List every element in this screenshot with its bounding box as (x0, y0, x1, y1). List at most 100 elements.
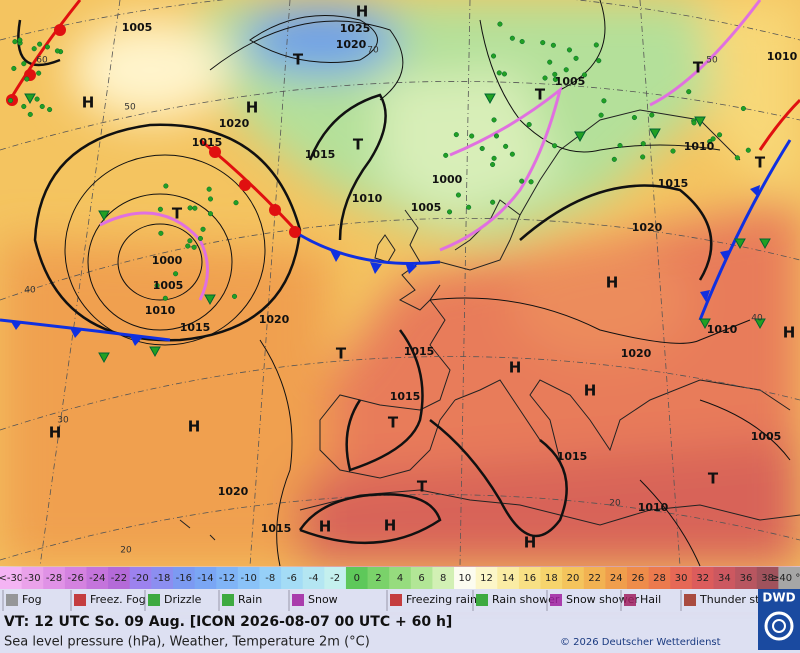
rain-dot (233, 200, 239, 206)
scale-cell (151, 567, 174, 589)
rain-dot (7, 97, 14, 104)
rain-dot (593, 42, 599, 48)
rain-dot (466, 204, 472, 210)
isobar-label: 1010 (707, 323, 738, 336)
scale-label: 14 (502, 573, 515, 584)
rain-dot (519, 39, 525, 45)
shower-symbol (574, 131, 586, 143)
scale-label: 16 (523, 573, 536, 584)
scale-cell (713, 567, 736, 589)
rain-dot (649, 112, 655, 118)
isobar-label: 1000 (432, 173, 463, 186)
scale-label: -2 (330, 573, 340, 584)
legend-icon (624, 594, 636, 606)
pressure-center: T (336, 345, 347, 363)
scale-label: 26 (631, 573, 644, 584)
rain-dot (11, 65, 17, 72)
rain-dot (493, 133, 500, 139)
graticule-label: 50 (706, 56, 718, 66)
pressure-center: T (693, 59, 704, 77)
scale-cell (432, 567, 455, 589)
scale-label: -24 (89, 573, 105, 584)
rain-dot (573, 55, 579, 61)
pressure-center: T (755, 154, 766, 172)
legend-icon (476, 594, 488, 606)
scale-cell (648, 567, 671, 589)
pressure-center: H (584, 382, 597, 400)
rain-dot (27, 111, 33, 117)
graticule-label: 40 (751, 314, 763, 324)
scale-label: -28 (46, 573, 62, 584)
isobar-label: 1015 (261, 522, 292, 535)
scale-label: ≥40 °C (771, 573, 800, 584)
rain-dot (207, 211, 214, 217)
rain-dot (490, 161, 496, 168)
isobar-label: 1020 (336, 38, 367, 51)
scale-label: 20 (567, 573, 580, 584)
isobar-label: 1015 (557, 450, 588, 463)
rain-dot (479, 145, 485, 152)
legend-label: Drizzle (164, 593, 202, 606)
rain-dot (44, 44, 50, 50)
shower-symbol (204, 294, 216, 306)
rain-dot (611, 156, 617, 162)
graticule-label: 40 (24, 286, 36, 296)
rain-dot (31, 46, 37, 52)
shower-symbol (98, 352, 110, 364)
legend-icon (74, 594, 86, 606)
rain-dot (187, 205, 193, 211)
scale-label: 30 (675, 573, 688, 584)
pressure-center: H (188, 418, 201, 436)
pressure-center: H (82, 94, 95, 112)
rain-dot (686, 89, 692, 95)
weather-legend: Fog Freez. Fog Drizzle Rain Snow Freezing rai… (0, 589, 800, 612)
scale-label: 18 (545, 573, 558, 584)
rain-dot (24, 76, 30, 82)
rain-dot (710, 136, 716, 142)
scale-cell (518, 567, 542, 589)
scale-cell (194, 567, 217, 589)
rain-dot (197, 235, 203, 242)
rain-dot (187, 238, 193, 244)
isobar-label: 1015 (305, 148, 336, 161)
rain-dot (552, 143, 558, 149)
scale-cell (281, 567, 304, 589)
rain-dot (552, 71, 558, 77)
legend-icon (390, 594, 402, 606)
scale-label: 6 (418, 573, 424, 584)
rain-dot (509, 35, 515, 41)
rain-dot (39, 103, 45, 110)
scale-label: -20 (132, 573, 148, 584)
legend-label: Rain shower (492, 593, 560, 606)
rain-dot (540, 40, 546, 46)
rain-dot (34, 96, 40, 102)
scale-cell (86, 567, 109, 589)
rain-dot (745, 147, 751, 153)
scale-cell (410, 567, 433, 589)
rain-dot (17, 37, 23, 43)
scale-cell (367, 567, 390, 589)
pressure-center: H (384, 517, 397, 535)
rain-dot (21, 103, 27, 109)
isobar-label: 1015 (180, 321, 211, 334)
copyright: © 2026 Deutscher Wetterdienst (560, 637, 721, 648)
scale-cell (627, 567, 650, 589)
scale-label: -16 (176, 573, 192, 584)
rain-dot (631, 114, 637, 121)
rain-dot (740, 105, 746, 112)
rain-dot (617, 142, 623, 149)
fronts (0, 0, 800, 346)
legend-icon (6, 594, 18, 606)
scale-cell (605, 567, 628, 589)
rain-dot (447, 209, 453, 215)
scale-cell (778, 567, 800, 589)
rain-dot (670, 148, 676, 154)
rain-dot (563, 67, 569, 73)
rain-dot (526, 121, 532, 128)
rain-dot (640, 154, 646, 160)
rain-dot (185, 243, 191, 249)
scale-cell (735, 567, 758, 589)
scale-cell (670, 567, 693, 589)
